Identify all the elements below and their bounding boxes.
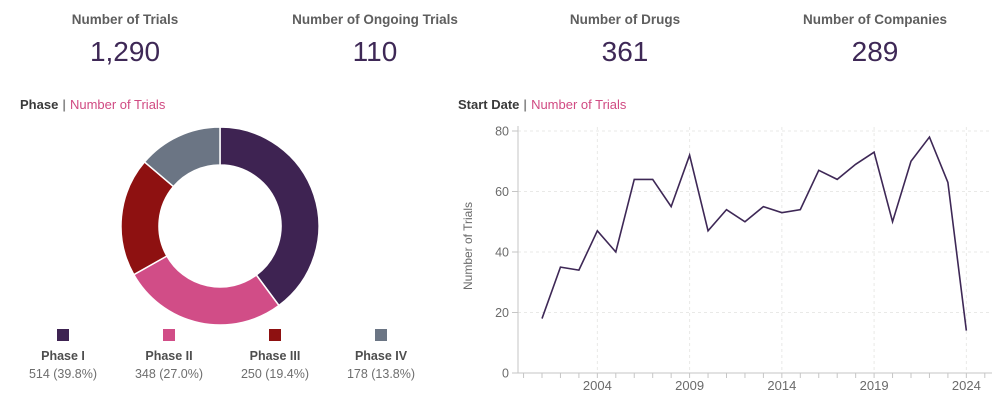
kpi-label: Number of Drugs <box>569 12 681 27</box>
title-separator: | <box>523 97 528 112</box>
kpi-row: Number of Trials 1,290 Number of Ongoing… <box>0 12 1000 68</box>
legend-label: Phase II <box>145 349 193 363</box>
donut-slice-phase-iv[interactable] <box>143 126 221 188</box>
legend-label: Phase III <box>249 349 301 363</box>
y-tick-label: 20 <box>495 306 509 320</box>
kpi-label: Number of Trials <box>71 12 179 27</box>
legend-item-phase-ii[interactable]: Phase II 348 (27.0%) <box>116 329 222 381</box>
x-tick-label: 2014 <box>767 378 796 393</box>
legend-value: 514 (39.8%) <box>28 367 98 381</box>
phase-title-measure: Number of Trials <box>69 97 166 112</box>
legend-value: 250 (19.4%) <box>240 367 310 381</box>
donut-slice-phase-ii[interactable] <box>132 254 281 326</box>
kpi-number-of-companies: Number of Companies 289 <box>750 12 1000 68</box>
start-date-line-chart[interactable]: 0 20 40 60 80 2004 2009 2014 2019 2024 Number of T… <box>455 118 1000 395</box>
y-axis-title: Number of Trials <box>461 202 475 290</box>
legend-swatch-phase-i <box>57 329 69 341</box>
phase-legend: Phase I 514 (39.8%) Phase II 348 (27.0%) Pha… <box>10 329 434 381</box>
donut-slice-phase-i[interactable] <box>219 126 320 307</box>
kpi-value: 110 <box>352 36 398 67</box>
phase-donut-chart[interactable] <box>115 121 325 331</box>
x-tick-label: 2024 <box>952 378 981 393</box>
kpi-value: 1,290 <box>89 36 161 67</box>
kpi-number-of-trials: Number of Trials 1,290 <box>0 12 250 68</box>
legend-value: 178 (13.8%) <box>346 367 416 381</box>
start-date-chart-title: Start Date | Number of Trials <box>458 97 626 112</box>
x-tick-label: 2009 <box>675 378 704 393</box>
title-separator: | <box>62 97 66 112</box>
kpi-value: 361 <box>601 36 649 67</box>
phase-chart-title: Phase | Number of Trials <box>20 97 165 112</box>
legend-value: 348 (27.0%) <box>134 367 204 381</box>
trend-line[interactable] <box>541 135 968 331</box>
legend-item-phase-i[interactable]: Phase I 514 (39.8%) <box>10 329 116 381</box>
legend-swatch-phase-ii <box>163 329 175 341</box>
legend-label: Phase IV <box>354 349 408 363</box>
kpi-number-of-ongoing-trials: Number of Ongoing Trials 110 <box>250 12 500 68</box>
y-tick-label: 40 <box>495 246 509 260</box>
legend-label: Phase I <box>41 349 85 363</box>
legend-item-phase-iii[interactable]: Phase III 250 (19.4%) <box>222 329 328 381</box>
phase-title-dimension: Phase <box>20 97 59 112</box>
y-tick-label: 60 <box>495 185 509 199</box>
y-tick-label: 80 <box>495 125 509 139</box>
kpi-number-of-drugs: Number of Drugs 361 <box>500 12 750 68</box>
legend-swatch-phase-iii <box>269 329 281 341</box>
y-tick-label: 0 <box>502 367 509 381</box>
start-date-title-dimension: Start Date <box>458 97 520 112</box>
kpi-label: Number of Companies <box>802 12 948 27</box>
kpi-value: 289 <box>851 36 899 67</box>
x-tick-label: 2004 <box>583 378 612 393</box>
start-date-title-measure: Number of Trials <box>531 97 627 112</box>
legend-item-phase-iv[interactable]: Phase IV 178 (13.8%) <box>328 329 434 381</box>
x-tick-label: 2019 <box>860 378 889 393</box>
kpi-label: Number of Ongoing Trials <box>292 12 458 27</box>
legend-swatch-phase-iv <box>375 329 387 341</box>
